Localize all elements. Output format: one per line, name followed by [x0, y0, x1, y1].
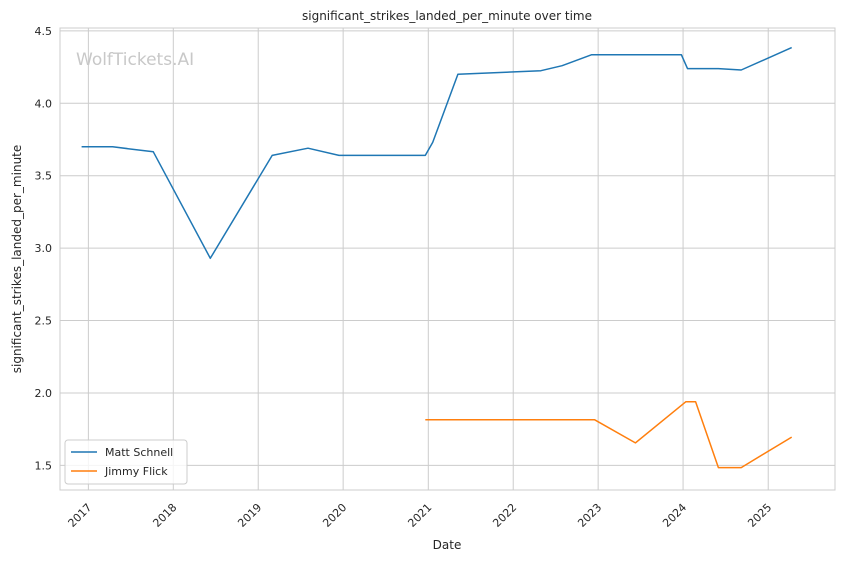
legend-label: Matt Schnell [105, 446, 173, 459]
y-tick-label: 2.5 [35, 315, 53, 328]
series-line-matt-schnell [81, 46, 793, 260]
legend-box [64, 439, 188, 485]
y-axis-label: significant_strikes_landed_per_minute [10, 145, 24, 374]
watermark: WolfTickets.AI [76, 50, 194, 70]
grid-lines [60, 28, 835, 490]
chart-title: significant_strikes_landed_per_minute ov… [302, 9, 592, 23]
y-tick-label: 4.0 [35, 97, 53, 110]
legend: Matt Schnell Jimmy Flick [64, 439, 188, 485]
y-tick-label: 3.0 [35, 242, 53, 255]
series-line-jimmy-flick [425, 400, 793, 469]
legend-label: Jimmy Flick [104, 465, 168, 478]
plot-area-border [59, 27, 836, 491]
y-tick-label: 3.5 [35, 170, 53, 183]
y-axis-tick-labels: 1.5 2.0 2.5 3.0 3.5 4.0 4.5 [35, 25, 53, 472]
y-tick-label: 2.0 [35, 387, 53, 400]
x-axis-label: Date [433, 538, 462, 552]
y-tick-label: 1.5 [35, 459, 53, 472]
series-lines [81, 46, 793, 469]
y-tick-label: 4.5 [35, 25, 53, 38]
